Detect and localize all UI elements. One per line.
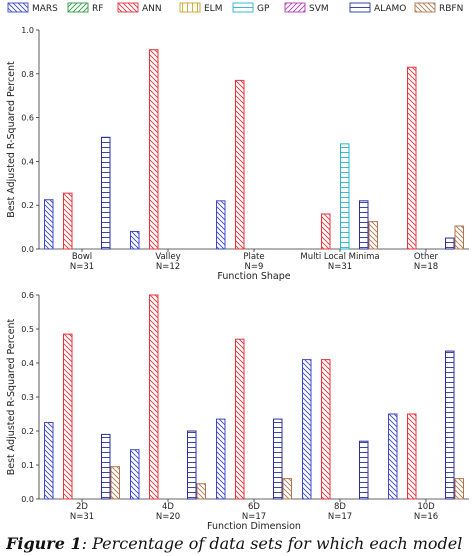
legend-item-alamo: ALAMO: [349, 2, 406, 14]
x-tick-label-plate: Plate N=9: [243, 252, 264, 272]
bar-alamo-multi-local-minima: [359, 200, 369, 250]
legend-item-elm: ELM: [179, 2, 222, 14]
bar-rbfn-multi-local-minima: [368, 221, 378, 250]
x-tick-label-6d: 6D N=17: [242, 502, 266, 522]
bar-ann-2d: [63, 333, 73, 500]
legend-label: MARS: [32, 4, 58, 14]
caption-colon: :: [81, 534, 93, 553]
bar-mars-bowl: [44, 199, 54, 250]
bar-rbfn-4d: [196, 483, 206, 500]
y-tick-label: 0.3: [21, 393, 34, 402]
x-tick-label-multi-local-minima: Multi Local Minima N=31: [300, 252, 379, 272]
bar-alamo-4d: [187, 430, 197, 500]
bar-mars-valley: [130, 230, 140, 250]
bar-mars-6d: [216, 418, 226, 500]
figure: MARS RF ANN ELM GP SVM ALAMO RBFN0.00.20.40.60.…: [6, 2, 469, 532]
bar-mars-plate: [216, 200, 226, 250]
figure-caption: Figure 1: Percentage of data sets for wh…: [6, 534, 474, 556]
legend-label: ALAMO: [374, 4, 406, 14]
caption-prefix: Figure 1: [6, 534, 82, 553]
bars: [44, 49, 464, 250]
y-tick-label: 0.6: [21, 114, 34, 123]
y-axis-label: Best Adjusted R-Squared Percent: [6, 61, 17, 218]
legend-swatch: [349, 2, 371, 13]
caption-text: Percentage of data sets for which each m…: [92, 534, 463, 553]
bar-ann-4d: [149, 294, 159, 500]
x-tick-label-2d: 2D N=31: [70, 502, 94, 522]
y-tick-label: 0.1: [21, 461, 34, 470]
bar-alamo-bowl: [101, 136, 111, 250]
legend-item-rf: RF: [67, 2, 103, 14]
bar-ann-8d: [321, 359, 331, 500]
legend-swatch: [7, 2, 29, 13]
y-axis-label: Best Adjusted R-Squared Percent: [6, 318, 17, 475]
bar-mars-4d: [130, 449, 140, 500]
legend: MARS RF ANN ELM GP SVM ALAMO RBFN: [7, 2, 463, 14]
y-tick-label: 0.2: [21, 201, 34, 210]
x-tick-label-valley: Valley N=12: [155, 252, 180, 272]
y-tick-label: 0.4: [21, 157, 34, 166]
legend-label: RF: [92, 4, 103, 14]
x-tick-label-8d: 8D N=17: [328, 502, 352, 522]
y-tick-label: 1.0: [21, 26, 34, 35]
bar-ann-multi-local-minima: [321, 213, 331, 250]
y-tick-label: 0.6: [21, 291, 34, 300]
y-tick-label: 0.4: [21, 359, 34, 368]
bar-alamo-2d: [101, 433, 111, 500]
bar-rbfn-2d: [110, 466, 120, 500]
y-tick-label: 0.8: [21, 70, 34, 79]
bar-alamo-10d: [445, 350, 455, 500]
bar-ann-10d: [407, 413, 417, 500]
x-tick-label-bowl: Bowl N=31: [70, 252, 94, 272]
legend-swatch: [232, 2, 254, 13]
bar-gp-multi-local-minima: [340, 143, 350, 250]
x-axis-label: Function Dimension: [207, 521, 301, 532]
legend-item-rbfn: RBFN: [414, 2, 463, 14]
legend-swatch: [284, 2, 306, 13]
bar-alamo-other: [445, 237, 455, 250]
legend-swatch: [414, 2, 436, 13]
legend-swatch: [117, 2, 139, 13]
bar-alamo-6d: [273, 418, 283, 500]
bars: [44, 294, 464, 500]
legend-item-svm: SVM: [284, 2, 329, 14]
bar-rbfn-10d: [454, 478, 464, 500]
bar-rbfn-other: [454, 225, 464, 250]
x-axis-label: Function Shape: [217, 271, 290, 282]
x-tick-label-4d: 4D N=20: [156, 502, 180, 522]
y-tick-label: 0.5: [21, 325, 34, 334]
y-tick-label: 0.2: [21, 427, 34, 436]
bar-ann-valley: [149, 49, 159, 250]
legend-swatch: [179, 2, 201, 13]
bar-mars-2d: [44, 422, 54, 500]
bar-mars-10d: [388, 413, 398, 500]
x-tick-label-10d: 10D N=16: [414, 502, 438, 522]
legend-label: SVM: [309, 4, 329, 14]
bar-alamo-8d: [359, 440, 369, 500]
x-tick-label-other: Other N=18: [414, 252, 439, 272]
legend-label: RBFN: [439, 4, 463, 14]
bar-mars-8d: [302, 359, 312, 500]
bar-ann-other: [407, 66, 417, 250]
y-tick-label: 0.0: [21, 495, 34, 504]
y-tick-label: 0.0: [21, 245, 34, 254]
chart-panel-2: 0.0 0.1 0.2 0.3 0.4 0.5 0.6 Best Adjusted R-Squ…: [6, 291, 469, 532]
bar-rbfn-6d: [282, 478, 292, 500]
legend-label: ANN: [142, 4, 162, 14]
legend-label: GP: [257, 4, 270, 14]
legend-item-mars: MARS: [7, 2, 58, 14]
chart-panel-1: 0.0 0.2 0.4 0.6 0.8 1.0 Best Adjusted R-Square…: [6, 26, 469, 282]
legend-item-ann: ANN: [117, 2, 162, 14]
legend-swatch: [67, 2, 89, 13]
bar-ann-6d: [235, 338, 245, 500]
legend-item-gp: GP: [232, 2, 270, 14]
bar-ann-plate: [235, 79, 245, 250]
bar-ann-bowl: [63, 192, 73, 250]
legend-label: ELM: [204, 4, 222, 14]
